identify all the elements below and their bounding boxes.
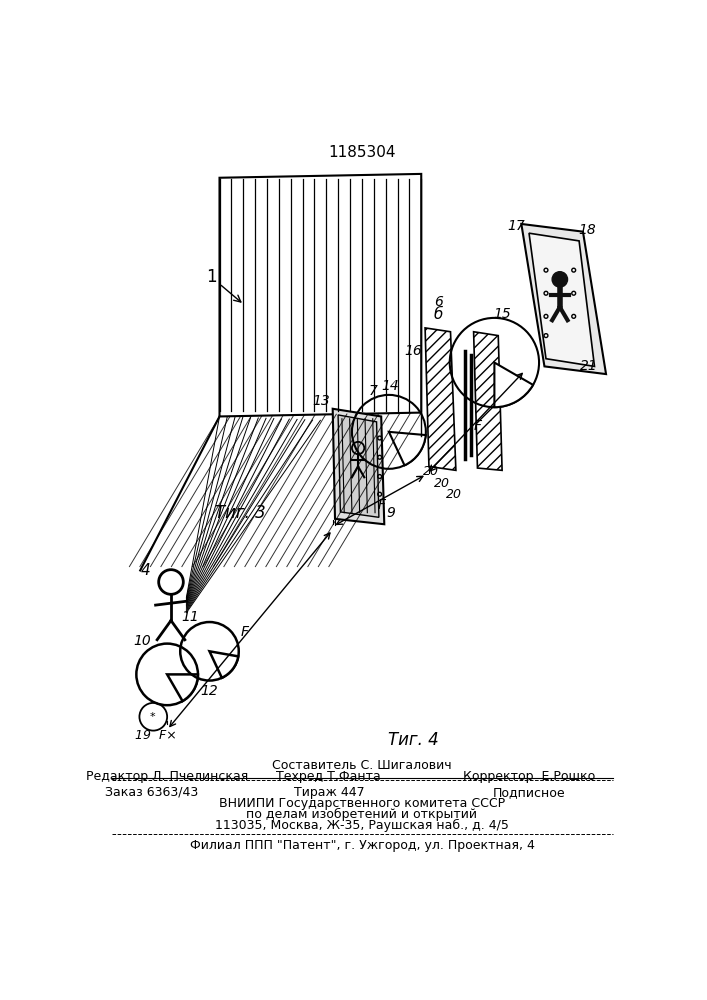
Text: Редактор Л. Пчелинская: Редактор Л. Пчелинская	[86, 770, 248, 783]
Text: F: F	[474, 419, 481, 433]
Polygon shape	[333, 409, 385, 524]
Wedge shape	[494, 363, 533, 407]
Text: 1: 1	[206, 268, 241, 302]
Circle shape	[552, 272, 568, 287]
Text: 10: 10	[134, 634, 151, 648]
Text: 14: 14	[382, 379, 399, 393]
Text: 17: 17	[507, 219, 525, 233]
Polygon shape	[529, 233, 595, 366]
Text: 15: 15	[493, 307, 511, 321]
Text: Заказ 6363/43: Заказ 6363/43	[105, 786, 199, 799]
Text: 19  F×: 19 F×	[136, 729, 177, 742]
Text: ВНИИПИ Государственного комитета СССР: ВНИИПИ Государственного комитета СССР	[219, 797, 505, 810]
Text: 12: 12	[201, 684, 218, 698]
Polygon shape	[338, 415, 379, 517]
Text: Составитель С. Шигалович: Составитель С. Шигалович	[272, 759, 452, 772]
Text: 6: 6	[434, 295, 443, 309]
Polygon shape	[474, 332, 502, 470]
Text: 13: 13	[312, 394, 330, 408]
Text: 113035, Москва, Ж-35, Раушская наб., д. 4/5: 113035, Москва, Ж-35, Раушская наб., д. …	[215, 819, 509, 832]
Text: Τиг. 3: Τиг. 3	[215, 504, 266, 522]
Text: Корректор  Е.Рошко: Корректор Е.Рошко	[463, 770, 595, 783]
Text: 20: 20	[434, 477, 450, 490]
Text: 4: 4	[141, 563, 151, 578]
Text: по делам изобретений и открытий: по делам изобретений и открытий	[247, 808, 477, 821]
Text: 18: 18	[579, 223, 597, 237]
Text: 20: 20	[423, 465, 439, 478]
Polygon shape	[521, 224, 606, 374]
Text: *: *	[150, 712, 156, 722]
Text: 7: 7	[369, 384, 378, 398]
Text: Τиг. 4: Τиг. 4	[388, 731, 439, 749]
Text: F: F	[240, 625, 248, 639]
Text: 20: 20	[445, 488, 462, 501]
Text: Подписное: Подписное	[493, 786, 566, 799]
Text: 1185304: 1185304	[328, 145, 396, 160]
Text: Филиал ППП "Патент", г. Ужгород, ул. Проектная, 4: Филиал ППП "Патент", г. Ужгород, ул. Про…	[189, 839, 534, 852]
Text: б: б	[433, 307, 443, 322]
Text: F: F	[378, 498, 385, 512]
Text: 16: 16	[404, 344, 422, 358]
Text: 21: 21	[580, 359, 598, 373]
Text: 9: 9	[386, 506, 395, 520]
Wedge shape	[389, 432, 426, 465]
Wedge shape	[209, 651, 238, 678]
Text: Техред Т.Фанта: Техред Т.Фанта	[276, 770, 381, 783]
Wedge shape	[167, 674, 198, 701]
Text: Тираж 447: Тираж 447	[293, 786, 364, 799]
Polygon shape	[425, 328, 456, 470]
Text: 11: 11	[182, 610, 199, 624]
